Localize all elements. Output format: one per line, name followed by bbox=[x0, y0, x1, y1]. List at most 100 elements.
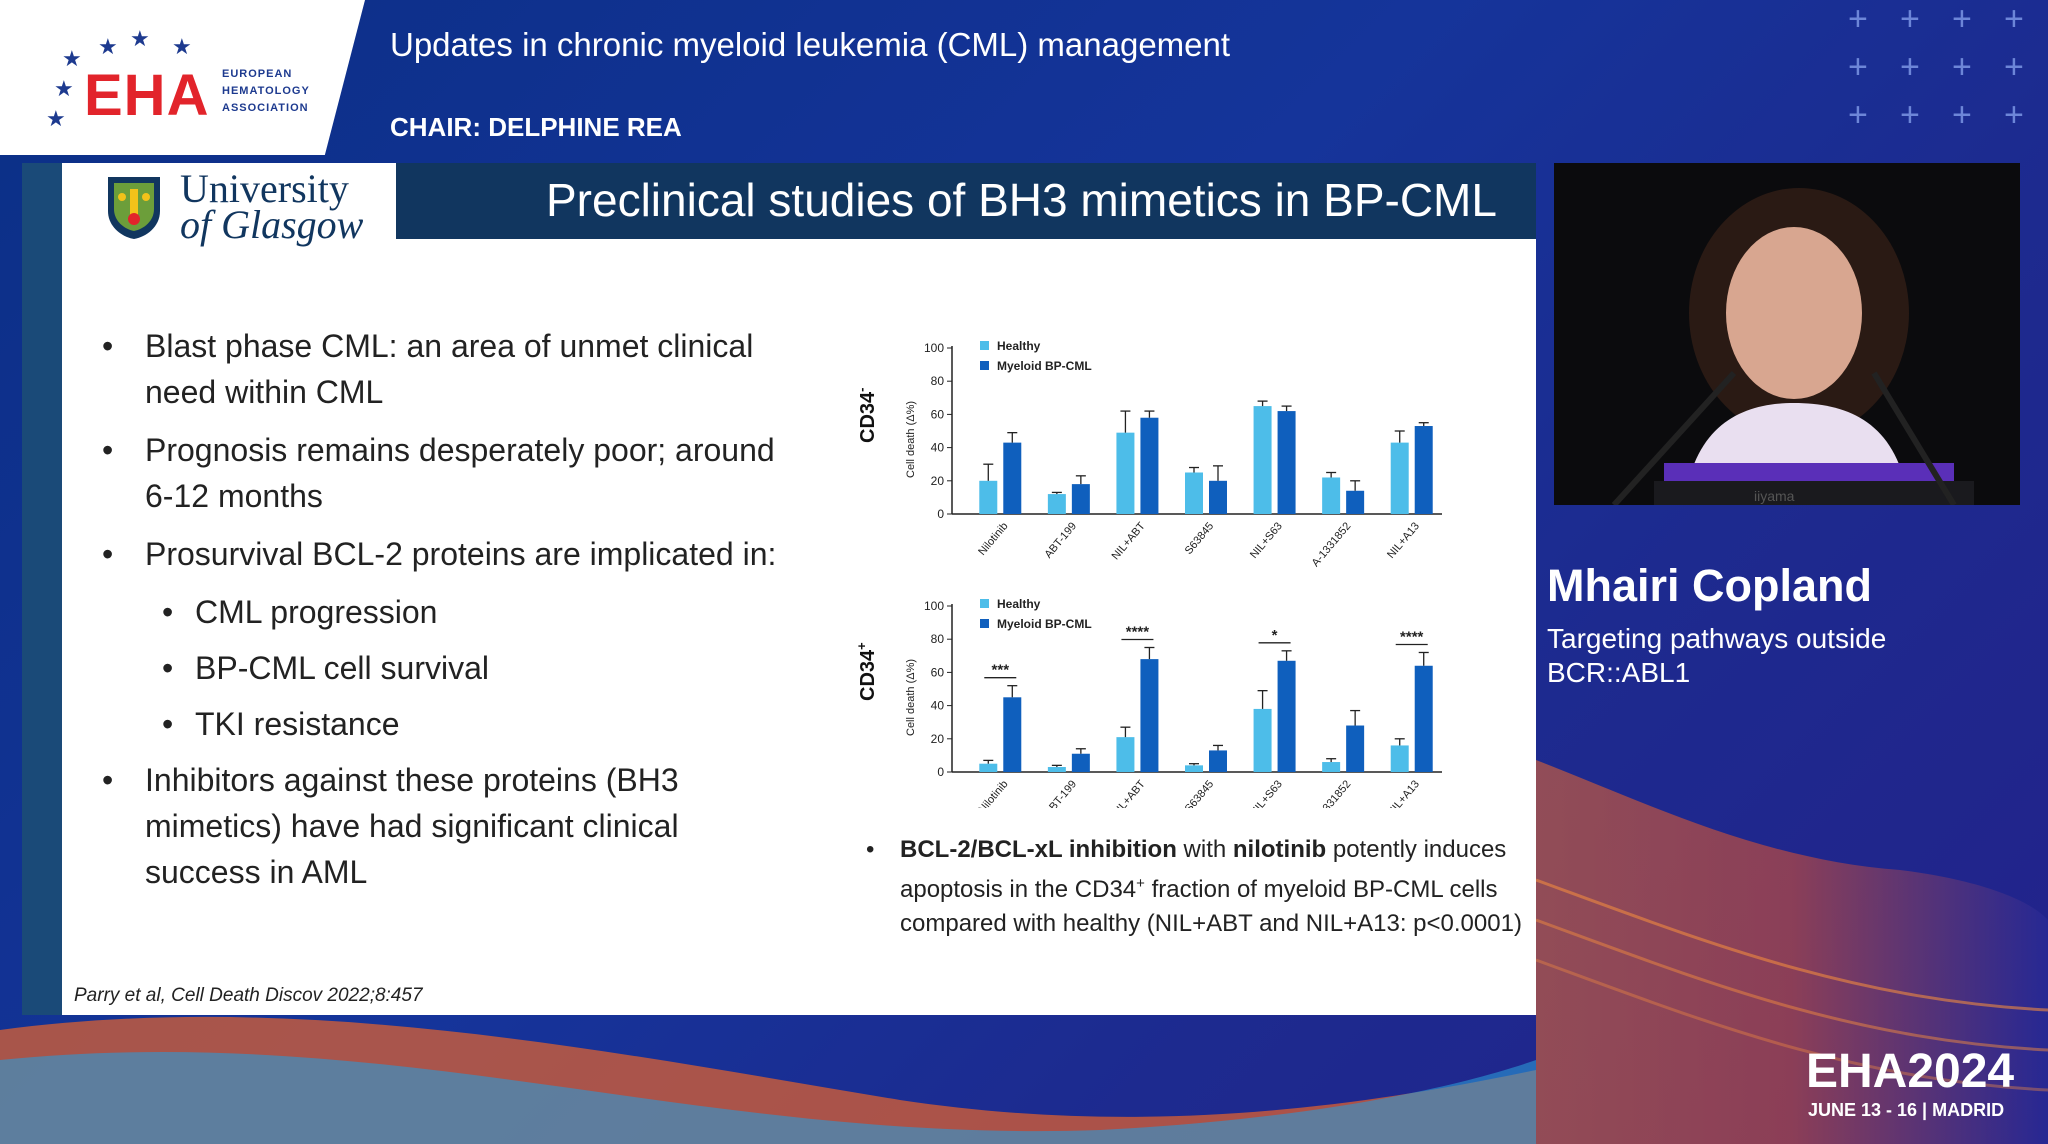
bar-healthy bbox=[1322, 477, 1341, 514]
star-icon: ★ bbox=[98, 34, 118, 59]
bar-bp-cml bbox=[1071, 753, 1090, 772]
x-tick-label: A-1331852 bbox=[1310, 520, 1354, 569]
slide-side-bar bbox=[22, 163, 62, 1015]
y-tick-label: 0 bbox=[937, 765, 944, 779]
bar-bp-cml bbox=[1140, 659, 1159, 772]
significance-marker: * bbox=[1272, 627, 1278, 644]
legend-swatch bbox=[980, 341, 989, 350]
university-name: University of Glasgow bbox=[180, 166, 363, 245]
bar-healthy bbox=[1390, 745, 1409, 772]
y-tick-label: 40 bbox=[931, 441, 945, 455]
legend-swatch bbox=[980, 599, 989, 608]
citation: Parry et al, Cell Death Discov 2022;8:45… bbox=[74, 985, 423, 1006]
caption-text-1: with bbox=[1176, 836, 1233, 863]
x-tick-label: NIL+ABT bbox=[1110, 778, 1148, 808]
legend-swatch bbox=[980, 619, 989, 628]
bar-healthy bbox=[1185, 472, 1203, 514]
org-line-1: EUROPEAN bbox=[222, 68, 293, 80]
bar-healthy bbox=[1185, 765, 1203, 772]
eha-logo-text: EHA bbox=[84, 63, 210, 128]
university-line-1: University bbox=[180, 166, 349, 211]
panel-label-sup: + bbox=[854, 642, 869, 650]
y-tick-label: 100 bbox=[924, 341, 944, 355]
legend-label: Myeloid BP-CML bbox=[997, 359, 1092, 373]
caption-text-2: potently induces apoptosis in the CD34 bbox=[900, 836, 1507, 903]
bar-healthy bbox=[1047, 767, 1066, 772]
bar-healthy bbox=[979, 480, 998, 514]
caption-bold-2: nilotinib bbox=[1232, 836, 1327, 863]
legend-label: Myeloid BP-CML bbox=[997, 617, 1092, 631]
bullet-item: Prognosis remains desperately poor; arou… bbox=[80, 427, 800, 519]
star-icon: ★ bbox=[62, 46, 82, 71]
y-tick-label: 80 bbox=[931, 374, 945, 388]
x-tick-label: NIL+A13 bbox=[1385, 520, 1422, 561]
slide-header-bar: Preclinical studies of BH3 mimetics in B… bbox=[396, 163, 1536, 239]
star-icon: ★ bbox=[54, 76, 74, 101]
university-crest-icon bbox=[108, 177, 160, 239]
bar-charts: CD34- Cell death (Δ%) 0 20 40 60 80 100 Healthy M… bbox=[854, 339, 1442, 808]
sub-bullet-item: BP-CML cell survival bbox=[80, 645, 800, 691]
x-tick-label: Nilotinib bbox=[976, 778, 1010, 808]
session-title: Updates in chronic myeloid leukemia (CML… bbox=[390, 26, 1231, 63]
bar-bp-cml bbox=[1071, 484, 1090, 514]
presentation-slide: Preclinical studies of BH3 mimetics in B… bbox=[22, 163, 1536, 1015]
star-icon: ★ bbox=[130, 26, 150, 51]
bar-bp-cml bbox=[1003, 697, 1022, 772]
x-tick-label: NIL+ABT bbox=[1110, 520, 1148, 562]
legend-label: Healthy bbox=[997, 597, 1041, 611]
y-tick-label: 60 bbox=[931, 665, 945, 679]
speaker-video: iiyama bbox=[1554, 163, 2020, 505]
x-tick-label: ABT-199 bbox=[1042, 778, 1079, 808]
y-tick-label: 20 bbox=[931, 474, 945, 488]
y-tick-label: 0 bbox=[937, 507, 944, 521]
talk-title-line-1: Targeting pathways outside bbox=[1547, 623, 1887, 654]
y-axis-label: Cell death (Δ%) bbox=[905, 401, 917, 478]
event-dates: JUNE 13 - 16 | MADRID bbox=[1808, 1100, 2005, 1120]
bullet-item: Prosurvival BCL-2 proteins are implicate… bbox=[80, 531, 800, 577]
org-line-2: HEMATOLOGY bbox=[222, 85, 310, 97]
y-tick-label: 100 bbox=[924, 599, 944, 613]
bar-bp-cml bbox=[1346, 490, 1365, 514]
significance-marker: **** bbox=[1400, 628, 1424, 645]
bar-healthy bbox=[1322, 762, 1341, 772]
bar-healthy bbox=[979, 763, 998, 772]
bar-healthy bbox=[1253, 406, 1272, 514]
legend-label: Healthy bbox=[997, 339, 1041, 353]
x-tick-label: S63845 bbox=[1183, 778, 1217, 808]
sub-bullet-item: CML progression bbox=[80, 589, 800, 635]
x-tick-label: S63845 bbox=[1183, 520, 1217, 557]
bar-bp-cml bbox=[1277, 411, 1296, 514]
sub-bullet-item: TKI resistance bbox=[80, 701, 800, 747]
bar-bp-cml bbox=[1414, 426, 1433, 514]
star-icon: ★ bbox=[46, 106, 66, 131]
y-tick-label: 20 bbox=[931, 732, 945, 746]
bar-bp-cml bbox=[1140, 417, 1159, 514]
caption-superscript: + bbox=[1136, 875, 1145, 892]
bar-healthy bbox=[1116, 737, 1135, 772]
slide-title: Preclinical studies of BH3 mimetics in B… bbox=[546, 174, 1497, 226]
slide-bullets: Blast phase CML: an area of unmet clinic… bbox=[80, 323, 800, 907]
caption-text-3: fraction of myeloid BP-CML cells compare… bbox=[900, 876, 1522, 937]
bar-bp-cml bbox=[1277, 660, 1296, 772]
bar-bp-cml bbox=[1003, 442, 1022, 514]
x-tick-label: NIL+A13 bbox=[1385, 778, 1422, 808]
speaker-name: Mhairi Copland bbox=[1547, 560, 1872, 611]
chart-caption: BCL-2/BCL-xL inhibition with nilotinib p… bbox=[862, 833, 1540, 941]
eha-logo-panel: ★ ★ ★ ★ ★ ★ EHA EUROPEAN HEMATOLOGY ASSO… bbox=[0, 0, 365, 155]
event-name: EHA2024 bbox=[1806, 1045, 2015, 1098]
org-line-3: ASSOCIATION bbox=[222, 102, 309, 114]
bar-bp-cml bbox=[1209, 750, 1227, 772]
x-tick-label: NIL+S63 bbox=[1248, 520, 1285, 561]
caption-bold-1: BCL-2/BCL-xL inhibition bbox=[900, 836, 1177, 863]
legend-swatch bbox=[980, 361, 989, 370]
star-icon: ★ bbox=[172, 34, 192, 59]
significance-marker: **** bbox=[1126, 624, 1150, 641]
x-tick-label: ABT-199 bbox=[1042, 520, 1079, 561]
panel-label: CD34+ bbox=[854, 642, 879, 701]
bar-bp-cml bbox=[1209, 480, 1227, 514]
y-tick-label: 40 bbox=[931, 699, 945, 713]
bar-healthy bbox=[1253, 708, 1272, 772]
bar-healthy bbox=[1390, 442, 1409, 514]
panel-label-sup: - bbox=[854, 388, 869, 392]
